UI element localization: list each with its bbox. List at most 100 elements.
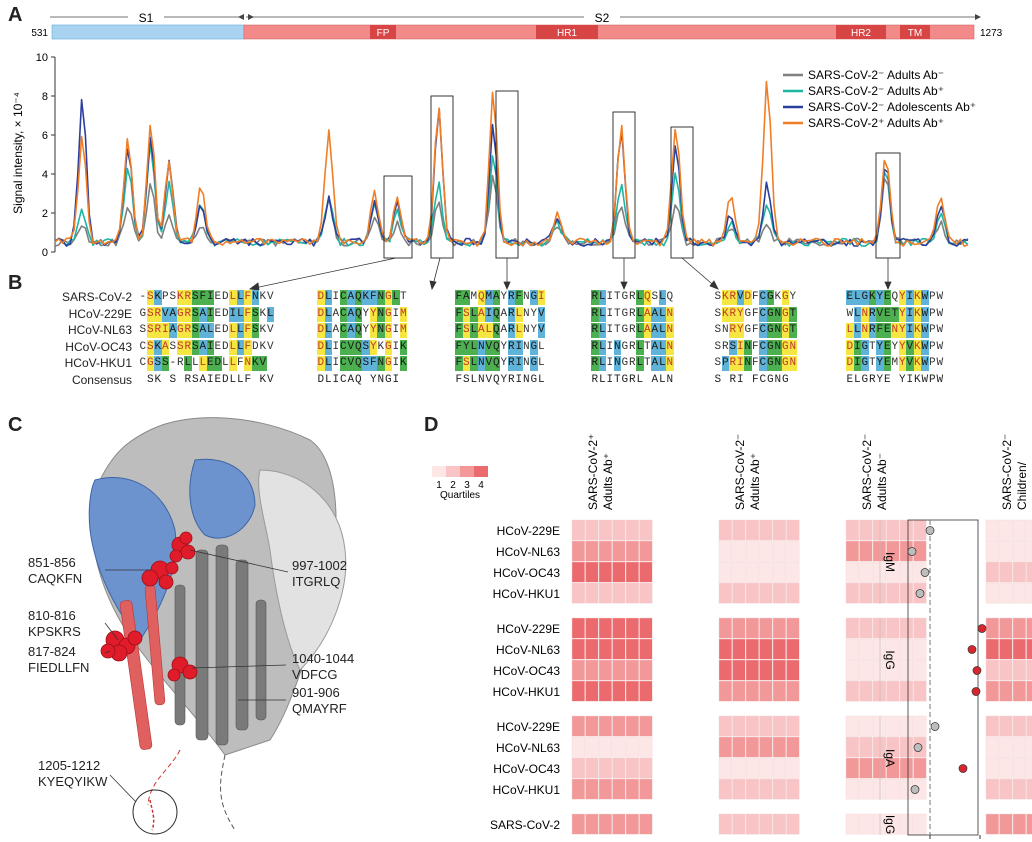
y-tick-label: 4: [42, 169, 48, 181]
heatmap-cell: [859, 540, 873, 562]
label-1040-range: 1040-1044: [292, 651, 354, 666]
heatmap-cell: [899, 519, 913, 541]
heatmap-cell: [913, 715, 927, 737]
panel-d-letter: D: [424, 414, 439, 436]
alignment-row-name: SARS-CoV-2: [61, 290, 132, 304]
column-header: Adults Ab⁺: [601, 453, 615, 510]
heatmap-cell: [999, 736, 1013, 758]
heatmap-cell: [886, 736, 900, 758]
hr2-label: HR2: [851, 28, 871, 39]
heatmap-cell: [786, 715, 800, 737]
heatmap-cell: [585, 561, 599, 583]
heatmap-cell: [859, 519, 873, 541]
heatmap-cell: [745, 659, 759, 681]
heatmap-cell: [859, 813, 873, 835]
heatmap-cell: [859, 561, 873, 583]
heatmap-cell: [1012, 715, 1026, 737]
heatmap-cell: [859, 617, 873, 639]
heatmap-cell: [585, 540, 599, 562]
heatmap-row-label: HCoV-HKU1: [493, 685, 561, 699]
heatmap-cell: [759, 561, 773, 583]
heatmap-cell: [571, 582, 585, 604]
heatmap-cell: [1012, 736, 1026, 758]
heatmap-cell: [872, 540, 886, 562]
heatmap-cell: [718, 582, 732, 604]
heatmap-cell: [745, 736, 759, 758]
heatmap-cell: [899, 736, 913, 758]
heatmap-cell: [639, 715, 653, 737]
heatmap-cell: [625, 757, 639, 779]
heatmap-row-label: HCoV-OC43: [493, 566, 560, 580]
heatmap-cell: [899, 561, 913, 583]
heatmap-cell: [625, 659, 639, 681]
isotype-label: IgG: [883, 650, 897, 669]
heatmap-cell: [999, 582, 1013, 604]
label-901-seq: QMAYRF: [292, 701, 347, 716]
heatmap-cell: [1026, 757, 1032, 779]
heatmap-cell: [639, 540, 653, 562]
heatmap-cell: [732, 736, 746, 758]
heatmap-cell: [612, 561, 626, 583]
heatmap-cell: [999, 659, 1013, 681]
heatmap-cell: [886, 561, 900, 583]
label-810-seq: KPSKRS: [28, 624, 81, 639]
heatmap-cell: [859, 659, 873, 681]
heatmap-cell: [598, 582, 612, 604]
heatmap-cell: [1012, 813, 1026, 835]
heatmap-cell: [759, 659, 773, 681]
correlation-frame: [907, 519, 979, 836]
heatmap-cell: [745, 582, 759, 604]
heatmap-cell: [786, 659, 800, 681]
heatmap-cell: [786, 519, 800, 541]
label-810-range: 810-816: [28, 608, 76, 623]
correlation-point: [915, 589, 925, 598]
heatmap-cell: [612, 617, 626, 639]
heatmap-cell: [985, 778, 999, 800]
label-901-range: 901-906: [292, 685, 340, 700]
heatmap-cell: [872, 778, 886, 800]
heatmap-cell: [639, 659, 653, 681]
sequence-alignment: SARS-CoV-2 HCoV-229E HCoV-NL63 HCoV-OC43 HCo…: [61, 290, 944, 387]
heatmap-row-label: HCoV-NL63: [496, 643, 560, 657]
heatmap-cell: [886, 638, 900, 660]
heatmap-cell: [598, 715, 612, 737]
quartile-swatch: [432, 466, 446, 477]
heatmap-cell: [745, 561, 759, 583]
heatmap-cell: [732, 715, 746, 737]
heatmap-cell: [745, 813, 759, 835]
heatmap-cell: [913, 659, 927, 681]
heatmap-cell: [759, 813, 773, 835]
y-tick-label: 8: [42, 91, 48, 103]
heatmap-cell: [886, 582, 900, 604]
quartile-tick: 3: [464, 480, 470, 491]
heatmap-cell: [845, 813, 859, 835]
label-851-seq: CAQKFN: [28, 571, 82, 586]
y-tick-label: 0: [42, 247, 48, 259]
heatmap-cell: [598, 540, 612, 562]
y-tick-label: 6: [42, 130, 48, 142]
heatmap-cell: [718, 715, 732, 737]
heatmap-row-label: HCoV-NL63: [496, 741, 560, 755]
panel-b-letter: B: [8, 272, 23, 294]
heatmap-cell: [718, 519, 732, 541]
heatmap-cell: [859, 778, 873, 800]
isotype-label: IgA: [883, 749, 897, 767]
heatmap-cell: [759, 638, 773, 660]
heatmap-cell: [985, 638, 999, 660]
heatmap-cell: [639, 813, 653, 835]
heatmap-cell: [985, 680, 999, 702]
heatmap-cell: [571, 519, 585, 541]
heatmap-cell: [625, 540, 639, 562]
alignment-row-name: Consensus: [71, 372, 132, 387]
heatmap-cell: [718, 617, 732, 639]
fp-label: FP: [377, 28, 390, 39]
heatmap-row-label: HCoV-NL63: [496, 545, 560, 559]
heatmap-cell: [999, 778, 1013, 800]
heatmap-cell: [732, 617, 746, 639]
heatmap-cell: [786, 638, 800, 660]
heatmap-cell: [598, 561, 612, 583]
panel-c-letter: C: [8, 414, 23, 436]
heatmap-cell: [985, 617, 999, 639]
heatmap-cell: [899, 638, 913, 660]
heatmap-cell: [625, 617, 639, 639]
